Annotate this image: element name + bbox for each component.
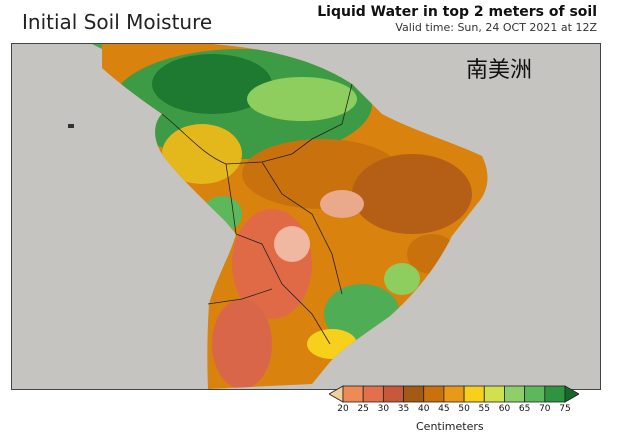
colorbar-swatch	[463, 385, 485, 403]
colorbar-swatch	[362, 385, 384, 403]
south-america-landmass	[102, 44, 488, 389]
colorbar-swatch	[504, 385, 526, 403]
country-borders	[161, 83, 353, 345]
colorbar-tick-label: 75	[559, 404, 571, 414]
colorbar-swatch	[382, 385, 404, 403]
colorbar-tick-label: 30	[377, 404, 390, 414]
colorbar-min-arrow	[328, 385, 344, 403]
colorbar-tick-label: 25	[357, 404, 369, 414]
colorbar-tick-label: 50	[458, 404, 470, 414]
colorbar-tick-label: 60	[498, 404, 511, 414]
colorbar-legend: 20 25 30 35 40 45 50 55 60 65 70 75	[328, 384, 580, 414]
colorbar-swatch	[403, 385, 425, 403]
colorbar-swatches	[328, 385, 580, 403]
colorbar-swatch	[544, 385, 566, 403]
colorbar-swatch	[443, 385, 465, 403]
map-title: Initial Soil Moisture	[22, 10, 213, 34]
soil-moisture-map	[68, 44, 488, 389]
colorbar-tick-label: 35	[397, 404, 410, 414]
subtitle-variable: Liquid Water in top 2 meters of soil	[317, 4, 597, 20]
colorbar-tick-label: 55	[478, 404, 490, 414]
colorbar-swatch	[342, 385, 364, 403]
map-panel	[11, 43, 601, 390]
colorbar-swatch	[524, 385, 546, 403]
colorbar-swatch	[423, 385, 445, 403]
colorbar-ticks: 20 25 30 35 40 45 50 55 60 65 70 75	[329, 404, 579, 418]
region-label: 南美洲	[466, 58, 533, 83]
colorbar-swatch	[483, 385, 505, 403]
colorbar-tick-label: 70	[539, 404, 551, 414]
pacific-island	[68, 124, 74, 128]
colorbar-max-arrow	[564, 385, 580, 403]
map-subtitle: Liquid Water in top 2 meters of soil Val…	[317, 4, 597, 34]
colorbar-tick-label: 65	[518, 404, 531, 414]
colorbar-units-label: Centimeters	[416, 420, 484, 433]
colorbar-tick-label: 45	[438, 404, 450, 414]
colorbar-tick-label: 20	[337, 404, 349, 414]
colorbar-tick-label: 40	[417, 404, 430, 414]
subtitle-valid-time: Valid time: Sun, 24 OCT 2021 at 12Z	[395, 21, 597, 34]
